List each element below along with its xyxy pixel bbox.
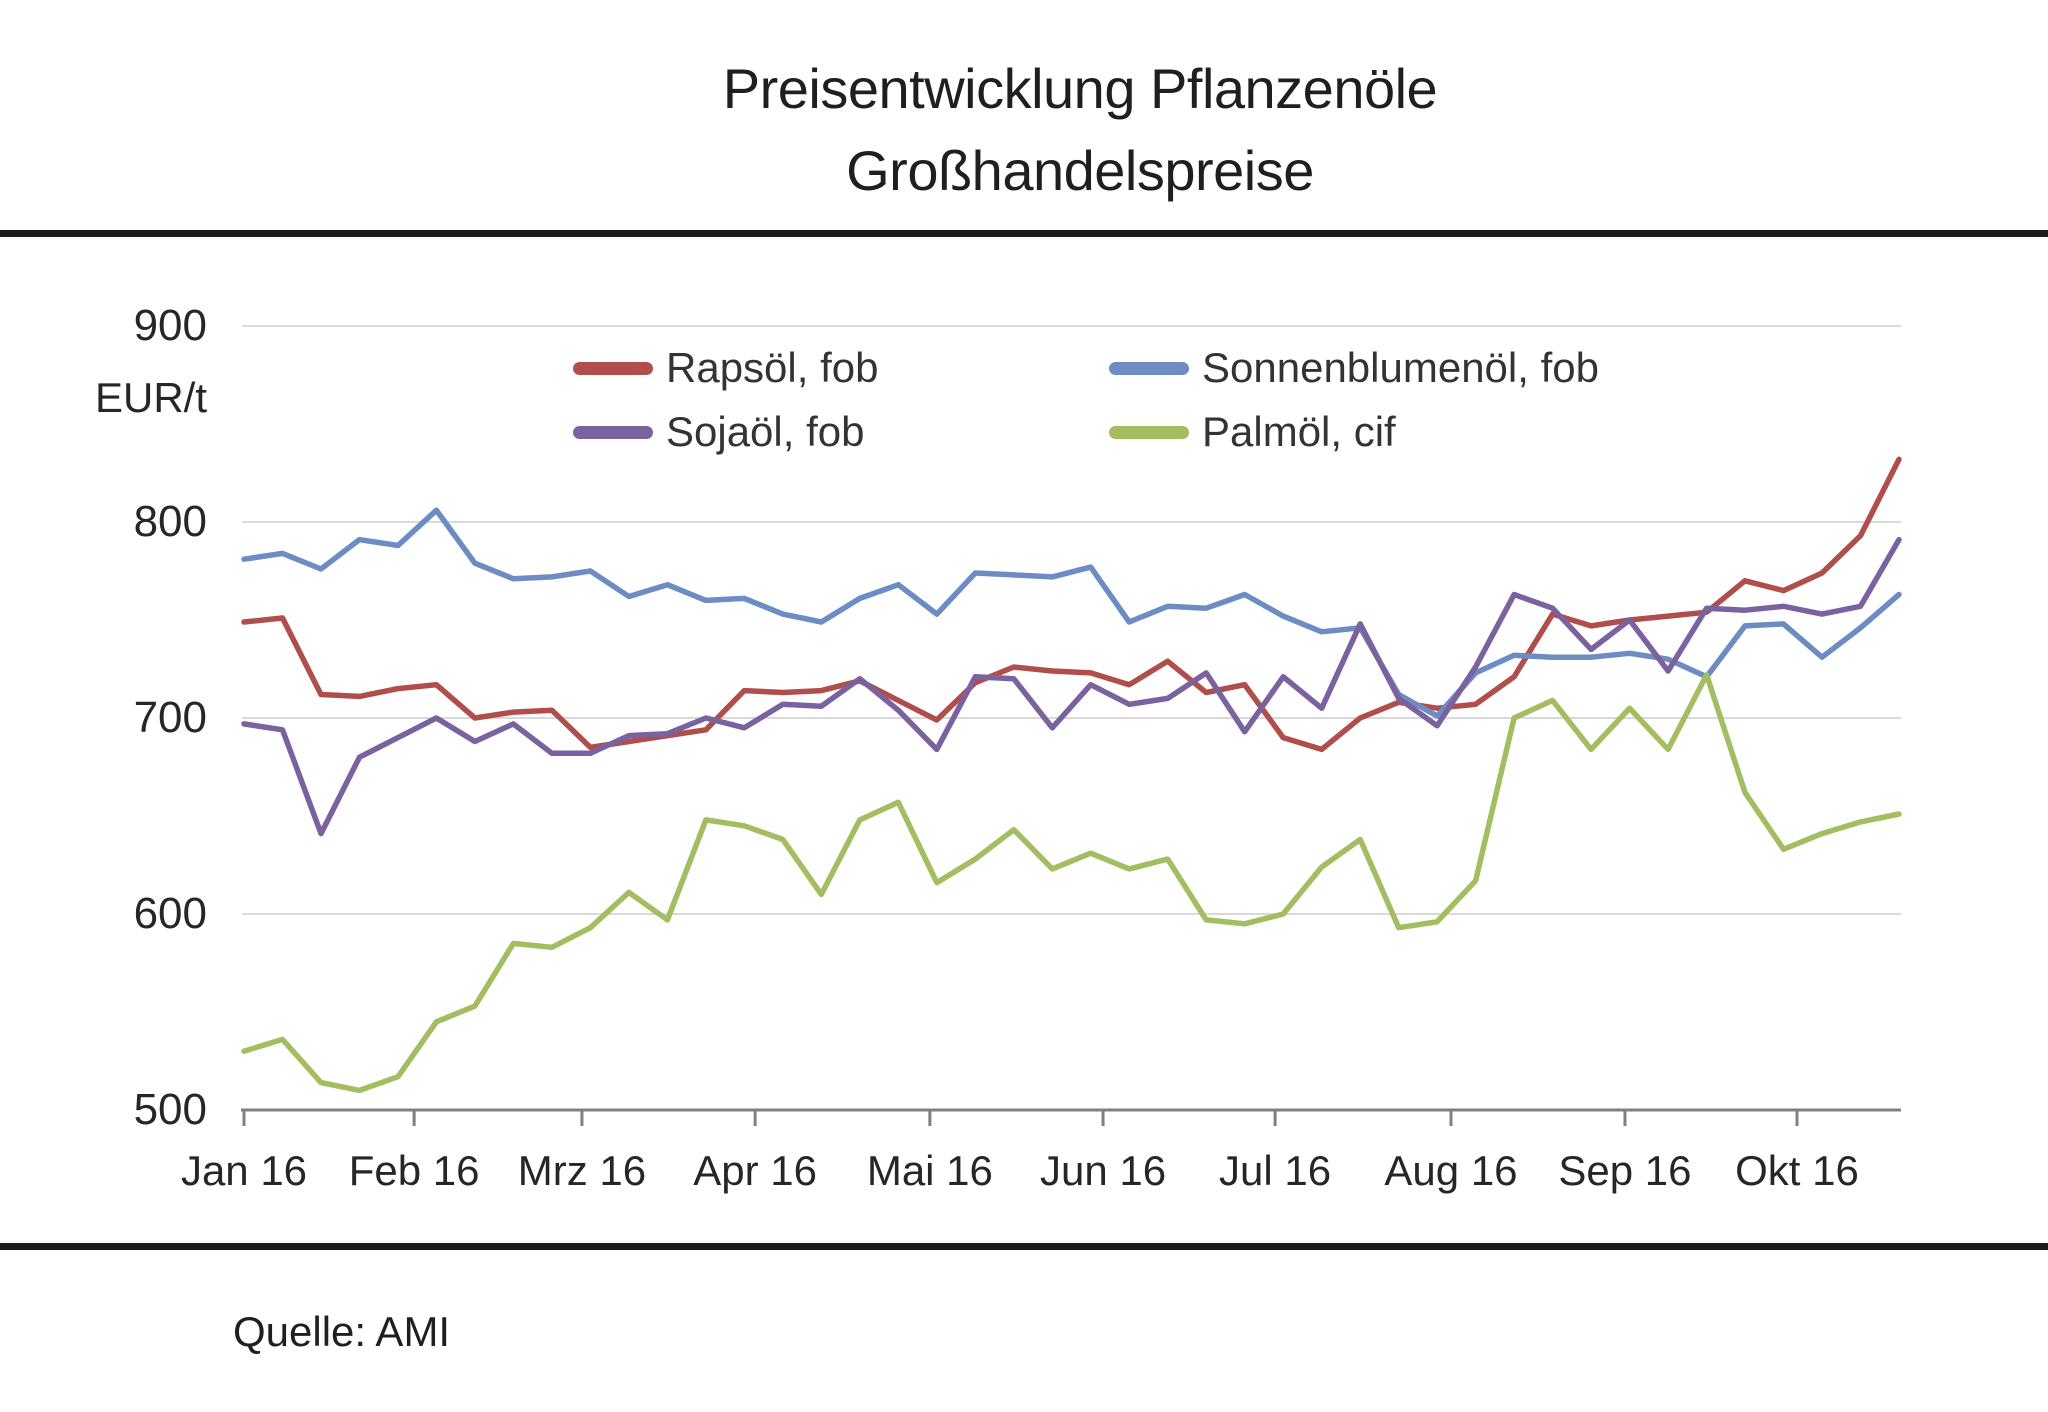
- x-tick-label-jun: Jun 16: [1039, 1147, 1167, 1194]
- legend-swatch-rapsoel: [573, 361, 653, 375]
- x-tick-label-apr: Apr 16: [693, 1147, 817, 1194]
- top-divider-rule: [0, 230, 2048, 237]
- chart-title: Preisentwicklung Pflanzenöle Großhandels…: [56, 48, 2048, 212]
- series-line-1: [241, 456, 1902, 753]
- x-tick-label-mai: Mai 16: [866, 1147, 993, 1194]
- series-line-3: [241, 536, 1902, 837]
- series-line-4: [241, 672, 1902, 1094]
- legend-swatch-palmoel: [1109, 425, 1189, 439]
- y-tick-label-500: 500: [133, 1085, 207, 1134]
- x-tick-label-feb: Feb 16: [348, 1147, 480, 1194]
- x-tick-label-jan: Jan 16: [180, 1147, 308, 1194]
- x-tick-label-okt: Okt 16: [1735, 1147, 1859, 1194]
- chart-title-line-1: Preisentwicklung Pflanzenöle: [722, 57, 1438, 120]
- legend-swatch-sonnenblumenoel: [1109, 361, 1189, 375]
- legend-item-palmoel: Palmöl, cif: [1109, 408, 1396, 455]
- series-line-2: [241, 507, 1902, 719]
- y-axis-unit-label: EUR/t: [94, 374, 207, 421]
- legend-item-rapsoel: Rapsöl, fob: [573, 344, 879, 391]
- y-tick-label-600: 600: [133, 889, 207, 938]
- legend-label-sojaoel: Sojaöl, fob: [666, 408, 865, 455]
- legend-label-palmoel: Palmöl, cif: [1202, 408, 1396, 455]
- legend-swatch-sojaoel: [573, 425, 653, 439]
- legend-label-rapsoel: Rapsöl, fob: [666, 344, 879, 391]
- legend-item-sonnenblumenoel: Sonnenblumenöl, fob: [1109, 344, 1599, 391]
- legend-item-sojaoel: Sojaöl, fob: [573, 408, 865, 455]
- y-tick-label-700: 700: [133, 693, 207, 742]
- legend-label-sonnenblumenoel: Sonnenblumenöl, fob: [1202, 344, 1599, 391]
- source-note: Quelle: AMI: [233, 1308, 451, 1355]
- x-tick-label-sep: Sep 16: [1558, 1147, 1692, 1194]
- x-tick-label-mrz: Mrz 16: [517, 1147, 647, 1194]
- x-tick-label-jul: Jul 16: [1219, 1147, 1332, 1194]
- chart-title-line-2: Großhandelspreise: [846, 139, 1314, 202]
- y-tick-label-900: 900: [133, 301, 207, 350]
- y-tick-label-800: 800: [133, 497, 207, 546]
- bottom-divider-rule: [0, 1243, 2048, 1250]
- x-tick-label-aug: Aug 16: [1384, 1147, 1518, 1194]
